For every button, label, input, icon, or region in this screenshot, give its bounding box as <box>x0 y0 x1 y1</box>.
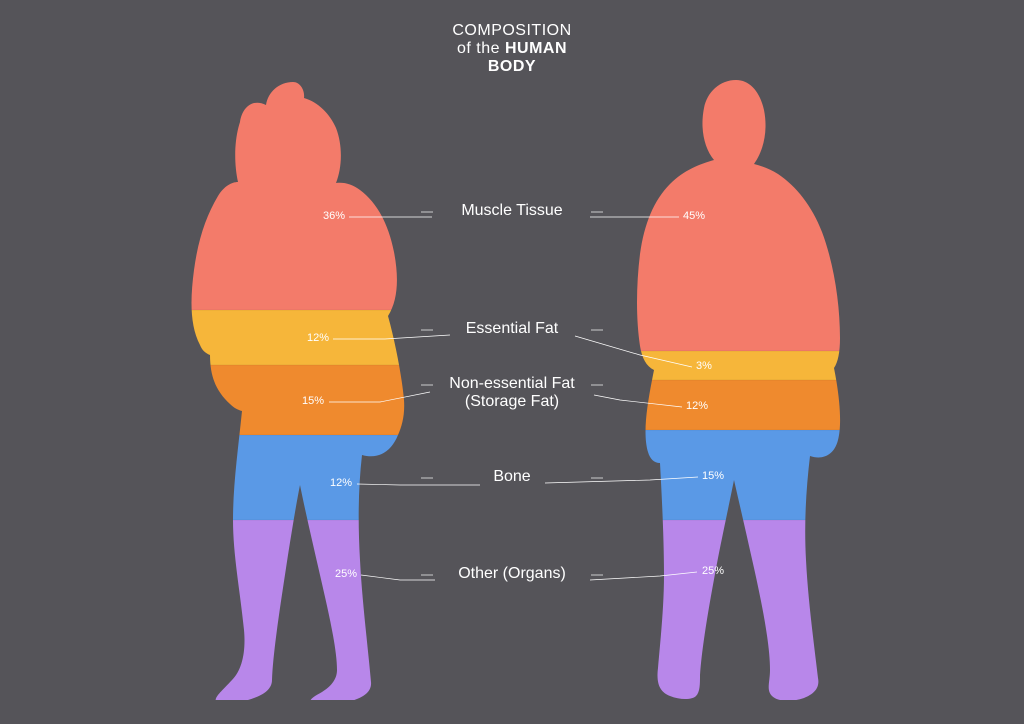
label-other: Other (Organs) <box>458 565 566 583</box>
male-pct-bone: 15% <box>702 470 724 482</box>
band-muscle <box>0 80 1024 310</box>
page-title: COMPOSITION of the HUMAN BODY <box>452 22 571 76</box>
male-pct-muscle: 45% <box>683 210 705 222</box>
label-bone: Bone <box>493 468 530 486</box>
label-muscle: Muscle Tissue <box>461 202 562 220</box>
band-other <box>0 520 1024 700</box>
female-pct-muscle: 36% <box>323 210 345 222</box>
male-pct-essential_fat: 3% <box>696 360 712 372</box>
female-pct-bone: 12% <box>330 477 352 489</box>
female-pct-nonessential_fat: 15% <box>302 395 324 407</box>
figures-svg <box>0 0 1024 724</box>
label-essential_fat: Essential Fat <box>466 320 558 338</box>
female-pct-other: 25% <box>335 568 357 580</box>
title-line-2: of the HUMAN <box>452 40 571 58</box>
band-other <box>0 520 1024 700</box>
infographic-stage: COMPOSITION of the HUMAN BODY Muscle Tis… <box>0 0 1024 724</box>
male-pct-nonessential_fat: 12% <box>686 400 708 412</box>
title-line-3: BODY <box>452 58 571 76</box>
female-pct-essential_fat: 12% <box>307 332 329 344</box>
label-nonessential_fat: Non-essential Fat(Storage Fat) <box>449 375 574 411</box>
male-pct-other: 25% <box>702 565 724 577</box>
title-line-1: COMPOSITION <box>452 22 571 40</box>
